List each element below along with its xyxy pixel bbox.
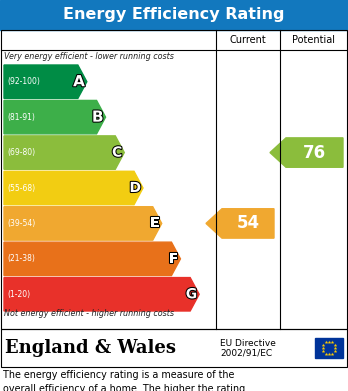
Bar xyxy=(1,329,347,367)
Polygon shape xyxy=(4,207,162,240)
Text: C: C xyxy=(112,145,122,160)
Bar xyxy=(315,338,343,358)
Polygon shape xyxy=(4,65,87,99)
Text: A: A xyxy=(73,74,85,89)
Bar xyxy=(1,329,347,367)
Text: (92-100): (92-100) xyxy=(7,77,40,86)
Polygon shape xyxy=(4,171,143,205)
Polygon shape xyxy=(270,138,343,167)
Text: (39-54): (39-54) xyxy=(7,219,35,228)
Text: (1-20): (1-20) xyxy=(7,290,30,299)
Text: 2002/91/EC: 2002/91/EC xyxy=(220,348,272,357)
Text: G: G xyxy=(186,287,197,301)
Polygon shape xyxy=(4,242,181,276)
Text: England & Wales: England & Wales xyxy=(5,339,176,357)
Text: The energy efficiency rating is a measure of the
overall efficiency of a home. T: The energy efficiency rating is a measur… xyxy=(3,370,245,391)
Text: Very energy efficient - lower running costs: Very energy efficient - lower running co… xyxy=(4,52,174,61)
Text: B: B xyxy=(92,109,104,125)
Polygon shape xyxy=(206,209,274,238)
Text: E: E xyxy=(150,217,160,230)
Polygon shape xyxy=(4,278,199,311)
Text: (69-80): (69-80) xyxy=(7,148,35,157)
Polygon shape xyxy=(4,100,105,134)
Bar xyxy=(1,30,347,329)
Text: Current: Current xyxy=(230,35,266,45)
Polygon shape xyxy=(4,136,124,169)
Text: 76: 76 xyxy=(303,143,326,161)
Text: D: D xyxy=(129,181,141,195)
Text: EU Directive: EU Directive xyxy=(220,339,276,348)
Text: Potential: Potential xyxy=(292,35,335,45)
Bar xyxy=(0,0,348,30)
Text: 54: 54 xyxy=(236,214,260,232)
Text: (21-38): (21-38) xyxy=(7,255,35,264)
Text: (81-91): (81-91) xyxy=(7,113,35,122)
Text: F: F xyxy=(169,252,179,266)
Text: Energy Efficiency Rating: Energy Efficiency Rating xyxy=(63,7,285,23)
Text: (55-68): (55-68) xyxy=(7,183,35,192)
Text: Not energy efficient - higher running costs: Not energy efficient - higher running co… xyxy=(4,310,174,319)
